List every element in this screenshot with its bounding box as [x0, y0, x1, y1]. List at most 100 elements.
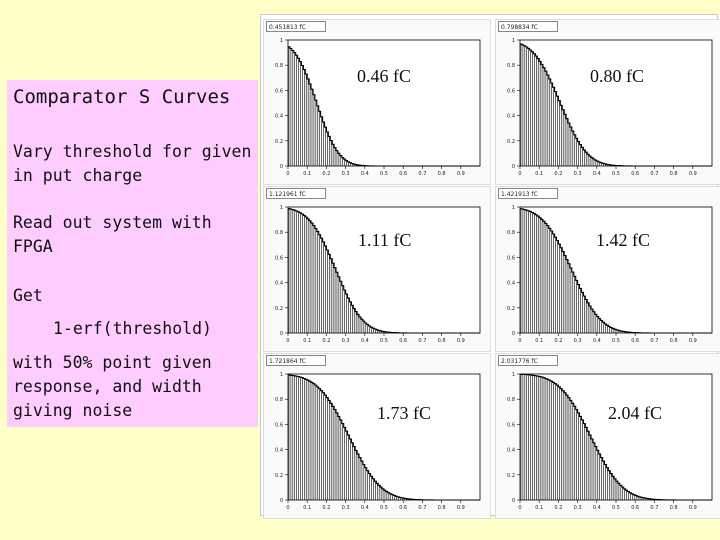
s-curve-chart: 0 0.1 0.2 0.3 0.4 0.5 0.6 0.7 0.8 0.9 0 0.2 0.4 0.6 0.… — [507, 205, 713, 344]
y-tick-label: 0.6 — [507, 422, 515, 428]
plot-stat-box: 2.031776 fC — [498, 355, 558, 366]
x-tick-label: 0.3 — [342, 338, 350, 344]
y-tick-label: 0 — [280, 331, 283, 337]
histogram-outline — [520, 43, 712, 167]
histogram-outline — [288, 46, 480, 167]
x-tick-label: 0.4 — [593, 338, 601, 344]
x-tick-label: 0.1 — [535, 338, 543, 344]
plot-stat-box: 1.421913 fC — [498, 188, 558, 199]
plot-stat-box: 0.798834 fC — [498, 21, 558, 32]
y-tick-label: 0.2 — [507, 306, 515, 312]
x-tick-label: 0.1 — [303, 171, 311, 177]
x-tick-label: 0.5 — [380, 505, 388, 511]
x-tick-label: 0.2 — [322, 171, 330, 177]
x-tick-label: 0.1 — [303, 338, 311, 344]
text-line-formula: 1-erf(threshold) — [53, 319, 212, 338]
x-tick-label: 0.8 — [438, 505, 446, 511]
x-tick-label: 0.6 — [631, 171, 639, 177]
y-tick-label: 0.4 — [507, 448, 515, 454]
y-tick-label: 0.4 — [275, 114, 283, 120]
x-tick-label: 0.2 — [322, 338, 330, 344]
y-tick-label: 0.4 — [275, 281, 283, 287]
x-tick-label: 0 — [518, 171, 521, 177]
charge-label: 0.80 fC — [590, 66, 644, 86]
charge-label: 1.42 fC — [596, 230, 650, 250]
x-tick-label: 0.7 — [418, 505, 426, 511]
text-line-7: with 50% point given — [13, 353, 212, 372]
y-tick-label: 1 — [512, 38, 515, 44]
x-tick-label: 0.6 — [631, 505, 639, 511]
y-tick-label: 0.2 — [275, 473, 283, 479]
x-tick-label: 0.5 — [612, 171, 620, 177]
x-tick-label: 0.8 — [670, 338, 678, 344]
plot-stat-box: 1.121961 fC — [266, 188, 326, 199]
plot-4: 1.721864 fC 0 0.1 0.2 0.3 0.4 0.5 0.6 0.7 0.8 0.9… — [263, 353, 491, 519]
x-tick-label: 0 — [286, 338, 289, 344]
x-tick-label: 0.4 — [361, 338, 369, 344]
y-tick-label: 0.8 — [275, 397, 283, 403]
plot-2: 1.121961 fC 0 0.1 0.2 0.3 0.4 0.5 0.6 0.7 0.8 0.9… — [263, 186, 491, 352]
y-tick-label: 0.2 — [507, 139, 515, 145]
plot-stat-box: 1.721864 fC — [266, 355, 326, 366]
text-line-3: Read out system with — [13, 213, 212, 232]
y-tick-label: 0.6 — [507, 88, 515, 94]
y-tick-label: 0 — [512, 498, 515, 504]
x-tick-label: 0.7 — [650, 505, 658, 511]
x-tick-label: 0.5 — [612, 338, 620, 344]
y-tick-label: 0.8 — [507, 63, 515, 69]
x-tick-label: 0.9 — [457, 338, 465, 344]
x-tick-label: 0 — [518, 505, 521, 511]
y-tick-label: 0 — [280, 498, 283, 504]
plot-5: 2.031776 fC 0 0.1 0.2 0.3 0.4 0.5 0.6 0.7 0.8 0.9… — [495, 353, 720, 519]
x-tick-label: 0.9 — [457, 171, 465, 177]
s-curve-chart: 0 0.1 0.2 0.3 0.4 0.5 0.6 0.7 0.8 0.9 0 0.2 0.4 0.6 0.… — [507, 372, 713, 511]
x-tick-label: 0.9 — [457, 505, 465, 511]
x-tick-label: 0.6 — [631, 338, 639, 344]
text-line-4: FPGA — [13, 237, 53, 256]
y-tick-label: 0.6 — [275, 422, 283, 428]
x-tick-label: 0.2 — [554, 505, 562, 511]
x-tick-label: 0.4 — [361, 171, 369, 177]
y-tick-label: 0.2 — [507, 473, 515, 479]
y-tick-label: 0.8 — [275, 63, 283, 69]
y-tick-label: 0.8 — [507, 230, 515, 236]
x-tick-label: 0.8 — [438, 338, 446, 344]
x-tick-label: 0.1 — [535, 505, 543, 511]
s-curve-chart: 0 0.1 0.2 0.3 0.4 0.5 0.6 0.7 0.8 0.9 0 0.2 0.4 0.6 0.… — [275, 372, 481, 511]
x-tick-label: 0.6 — [399, 505, 407, 511]
histogram-outline — [520, 373, 712, 501]
x-tick-label: 0.8 — [670, 505, 678, 511]
x-tick-label: 0.9 — [689, 171, 697, 177]
plot-frame — [287, 39, 481, 167]
x-tick-label: 0.2 — [554, 171, 562, 177]
y-tick-label: 1 — [280, 38, 283, 44]
charge-label: 0.46 fC — [357, 66, 411, 86]
x-tick-label: 0 — [286, 505, 289, 511]
y-tick-label: 1 — [280, 372, 283, 378]
x-tick-label: 0.9 — [689, 338, 697, 344]
x-tick-label: 0.4 — [361, 505, 369, 511]
s-curve-chart: 0 0.1 0.2 0.3 0.4 0.5 0.6 0.7 0.8 0.9 0 0.2 0.4 0.6 0.… — [507, 38, 713, 177]
x-tick-label: 0.3 — [342, 505, 350, 511]
y-tick-label: 1 — [512, 372, 515, 378]
x-tick-label: 0.5 — [380, 338, 388, 344]
y-tick-label: 1 — [280, 205, 283, 211]
y-tick-label: 0.4 — [507, 114, 515, 120]
y-tick-label: 1 — [512, 205, 515, 211]
text-line-5: Get — [13, 286, 43, 305]
description-panel: Comparator S Curves Vary threshold for g… — [7, 80, 258, 427]
plot-frame — [519, 39, 713, 167]
x-tick-label: 0.1 — [535, 171, 543, 177]
y-tick-label: 0.6 — [275, 255, 283, 261]
y-tick-label: 0.4 — [507, 281, 515, 287]
y-tick-label: 0 — [512, 164, 515, 170]
y-tick-label: 0.8 — [275, 230, 283, 236]
charge-label: 1.73 fC — [377, 403, 431, 423]
y-tick-label: 0.2 — [275, 306, 283, 312]
x-tick-label: 0.9 — [689, 505, 697, 511]
slide-title: Comparator S Curves — [13, 86, 231, 108]
text-line-9: giving noise — [13, 401, 133, 420]
s-curve-chart: 0 0.1 0.2 0.3 0.4 0.5 0.6 0.7 0.8 0.9 0 0.2 0.4 0.6 0.… — [275, 38, 481, 177]
x-tick-label: 0.6 — [399, 171, 407, 177]
y-tick-label: 0.8 — [507, 397, 515, 403]
